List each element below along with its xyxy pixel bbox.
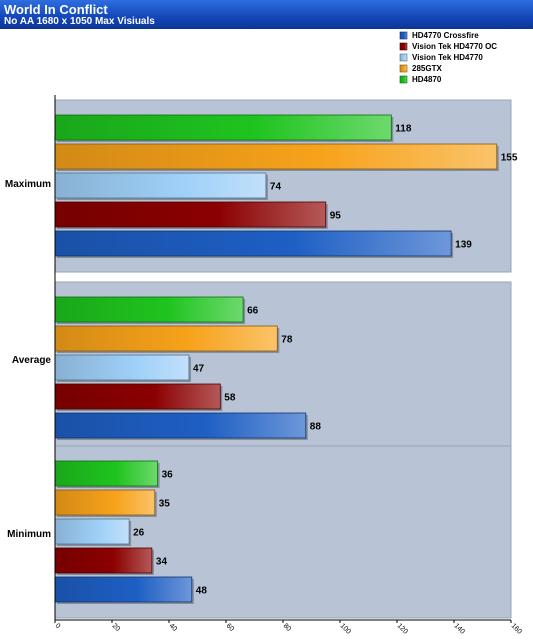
x-tick-label: 160 — [510, 622, 523, 635]
x-tick-label: 40 — [168, 622, 179, 633]
bar — [54, 114, 392, 141]
bar — [54, 172, 267, 199]
data-label: 118 — [395, 124, 412, 135]
bar — [54, 412, 307, 439]
legend-swatch — [399, 31, 408, 40]
data-label: 74 — [270, 182, 282, 193]
category-label: Maximum — [5, 179, 51, 190]
data-label: 66 — [247, 306, 259, 317]
category-label: Average — [12, 355, 52, 366]
data-label: 48 — [196, 586, 208, 597]
bar — [54, 201, 327, 228]
legend-label: Vision Tek HD4770 — [412, 53, 483, 62]
data-label: 47 — [193, 364, 205, 375]
chart-header: World In Conflict No AA 1680 x 1050 Max … — [0, 0, 533, 29]
data-label: 78 — [281, 335, 293, 346]
bar — [54, 576, 193, 603]
chart-title: World In Conflict — [4, 2, 108, 17]
bar — [54, 354, 190, 381]
legend-label: HD4770 Crossfire — [412, 31, 479, 40]
bar — [54, 230, 452, 257]
x-tick-label: 20 — [111, 622, 122, 633]
bar — [54, 143, 498, 170]
legend-label: HD4870 — [412, 75, 442, 84]
bar — [54, 489, 156, 516]
data-label: 35 — [159, 499, 171, 510]
bar — [54, 460, 158, 487]
legend-label: Vision Tek HD4770 OC — [412, 42, 497, 51]
legend-swatch — [399, 64, 408, 73]
x-tick-label: 120 — [396, 622, 409, 635]
legend-label: 285GTX — [412, 64, 442, 73]
data-label: 26 — [133, 528, 145, 539]
x-tick-label: 80 — [282, 622, 293, 633]
x-tick-label: 60 — [225, 622, 236, 633]
bar — [54, 547, 153, 574]
legend-swatch — [399, 42, 408, 51]
x-tick-label: 100 — [339, 622, 352, 635]
data-label: 88 — [310, 422, 322, 433]
bar — [54, 325, 278, 352]
data-label: 155 — [501, 153, 518, 164]
x-tick-label: 140 — [453, 622, 466, 635]
x-tick-label: 0 — [54, 622, 62, 630]
bar — [54, 383, 221, 410]
legend-swatch — [399, 53, 408, 62]
data-label: 36 — [162, 470, 174, 481]
bar — [54, 518, 130, 545]
bar — [54, 296, 244, 323]
chart-subtitle: No AA 1680 x 1050 Max Visiuals — [4, 16, 155, 27]
data-label: 95 — [330, 211, 342, 222]
data-label: 139 — [455, 240, 472, 251]
legend-swatch — [399, 75, 408, 84]
data-label: 58 — [224, 393, 236, 404]
category-label: Minimum — [7, 529, 51, 540]
data-label: 34 — [156, 557, 168, 568]
